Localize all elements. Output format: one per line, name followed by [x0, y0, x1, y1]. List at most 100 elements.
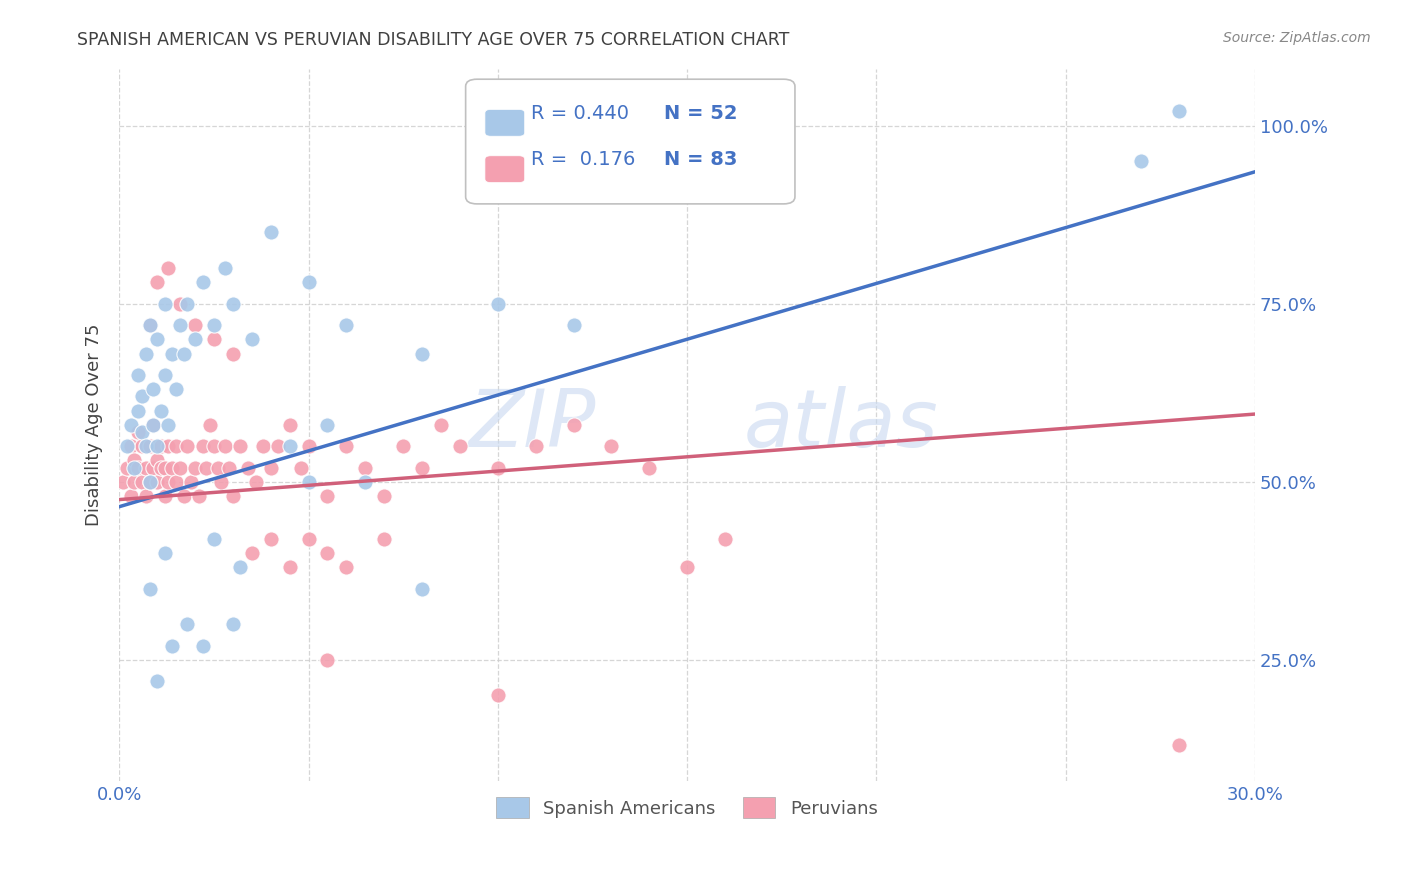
Point — [131, 439, 153, 453]
Point — [260, 460, 283, 475]
Point — [486, 689, 509, 703]
Point — [335, 560, 357, 574]
Point — [297, 475, 319, 489]
Point — [240, 332, 263, 346]
Text: atlas: atlas — [744, 385, 939, 464]
Point — [316, 489, 339, 503]
Point — [316, 417, 339, 432]
Point — [245, 475, 267, 489]
Point — [198, 417, 221, 432]
Point — [176, 617, 198, 632]
Point — [115, 439, 138, 453]
FancyBboxPatch shape — [465, 79, 794, 204]
Point — [260, 532, 283, 546]
Point — [142, 460, 165, 475]
Point — [135, 489, 157, 503]
Point — [131, 425, 153, 439]
Point — [191, 439, 214, 453]
Point — [142, 382, 165, 396]
Point — [153, 296, 176, 310]
Legend: Spanish Americans, Peruvians: Spanish Americans, Peruvians — [489, 790, 884, 825]
Point — [297, 439, 319, 453]
Point — [202, 439, 225, 453]
Point — [165, 382, 187, 396]
Point — [373, 489, 395, 503]
Point — [138, 439, 160, 453]
Point — [297, 532, 319, 546]
Point — [176, 439, 198, 453]
Point — [430, 417, 453, 432]
Point — [135, 460, 157, 475]
Point — [146, 332, 169, 346]
Text: N = 52: N = 52 — [665, 103, 738, 123]
Point — [486, 460, 509, 475]
Point — [146, 674, 169, 689]
Point — [392, 439, 415, 453]
Point — [187, 489, 209, 503]
Point — [222, 617, 245, 632]
Point — [411, 346, 433, 360]
Point — [124, 453, 146, 467]
Point — [135, 346, 157, 360]
Point — [138, 475, 160, 489]
Point — [278, 560, 301, 574]
Point — [229, 560, 252, 574]
Point — [142, 417, 165, 432]
Point — [149, 403, 172, 417]
Point — [127, 460, 149, 475]
Point — [195, 460, 218, 475]
Text: SPANISH AMERICAN VS PERUVIAN DISABILITY AGE OVER 75 CORRELATION CHART: SPANISH AMERICAN VS PERUVIAN DISABILITY … — [77, 31, 790, 49]
Point — [222, 346, 245, 360]
Point — [214, 260, 236, 275]
Point — [120, 489, 142, 503]
Point — [149, 460, 172, 475]
Point — [1168, 104, 1191, 119]
Point — [202, 532, 225, 546]
Point — [449, 439, 471, 453]
Point — [600, 439, 623, 453]
Point — [142, 417, 165, 432]
Point — [138, 318, 160, 332]
Point — [184, 332, 207, 346]
Point — [127, 403, 149, 417]
Point — [120, 417, 142, 432]
Point — [267, 439, 290, 453]
Point — [157, 439, 180, 453]
Point — [297, 275, 319, 289]
Point — [146, 453, 169, 467]
Point — [138, 582, 160, 596]
Point — [214, 439, 236, 453]
Point — [146, 275, 169, 289]
FancyBboxPatch shape — [485, 156, 524, 183]
Point — [157, 417, 180, 432]
Point — [165, 439, 187, 453]
Point — [153, 460, 176, 475]
Point — [260, 226, 283, 240]
Point — [202, 318, 225, 332]
Point — [124, 460, 146, 475]
Point — [180, 475, 202, 489]
Point — [138, 318, 160, 332]
Text: N = 83: N = 83 — [665, 150, 738, 169]
FancyBboxPatch shape — [485, 110, 524, 136]
Point — [146, 475, 169, 489]
Point — [153, 368, 176, 382]
Point — [211, 475, 233, 489]
Point — [240, 546, 263, 560]
Point — [162, 460, 184, 475]
Point — [290, 460, 312, 475]
Point — [135, 439, 157, 453]
Point — [1130, 154, 1153, 169]
Point — [176, 296, 198, 310]
Point — [252, 439, 274, 453]
Point — [165, 475, 187, 489]
Point — [486, 296, 509, 310]
Point — [169, 296, 191, 310]
Point — [153, 546, 176, 560]
Point — [638, 460, 661, 475]
Point — [131, 475, 153, 489]
Point — [316, 546, 339, 560]
Point — [218, 460, 240, 475]
Y-axis label: Disability Age Over 75: Disability Age Over 75 — [86, 324, 103, 526]
Point — [373, 532, 395, 546]
